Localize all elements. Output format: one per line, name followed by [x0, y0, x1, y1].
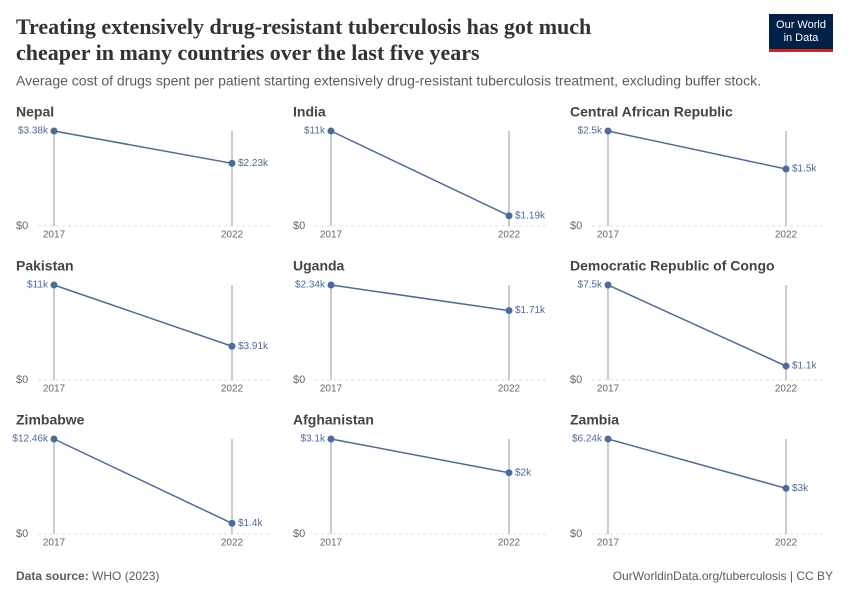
y-tick-label: $0	[293, 528, 305, 540]
point	[782, 362, 790, 370]
point	[505, 212, 513, 220]
value-label: $1.71k	[515, 305, 546, 316]
x-tick-label: 2017	[597, 230, 620, 241]
y-tick-label: $0	[16, 528, 28, 540]
x-tick-label: 2017	[43, 538, 66, 549]
value-label: $1.5k	[792, 164, 817, 175]
line	[53, 284, 233, 347]
value-label: $12.46k	[12, 434, 49, 445]
x-tick-label: 2022	[498, 384, 521, 395]
panel-title: Afghanistan	[293, 412, 374, 428]
panel-title: Nepal	[16, 104, 54, 120]
value-label: $6.24k	[572, 434, 603, 445]
panel-title: Democratic Republic of Congo	[570, 258, 775, 274]
line	[330, 284, 510, 312]
source-label: Data source:	[16, 569, 89, 583]
point	[50, 281, 58, 289]
panel-title: India	[293, 104, 326, 120]
point	[228, 342, 236, 350]
footer-source: Data source: WHO (2023)	[16, 569, 159, 583]
point	[327, 281, 335, 289]
y-tick-label: $0	[570, 528, 582, 540]
x-tick-label: 2017	[320, 538, 343, 549]
point	[50, 127, 58, 135]
line	[330, 438, 510, 474]
point	[50, 435, 58, 443]
panel-title: Zambia	[570, 412, 619, 428]
footer-url[interactable]: OurWorldinData.org/tuberculosis | CC BY	[613, 569, 833, 583]
point	[604, 281, 612, 289]
value-label: $2.23k	[238, 158, 269, 169]
line	[607, 284, 787, 367]
subtitle: Average cost of drugs spent per patient …	[16, 73, 761, 89]
x-tick-label: 2022	[498, 538, 521, 549]
point	[327, 127, 335, 135]
point	[228, 159, 236, 167]
logo	[769, 14, 833, 51]
value-label: $1.1k	[792, 361, 817, 372]
point	[505, 469, 513, 477]
x-tick-label: 2017	[43, 384, 66, 395]
point	[782, 484, 790, 492]
line	[607, 130, 787, 170]
value-label: $3.1k	[301, 434, 326, 445]
y-tick-label: $0	[16, 374, 28, 386]
logo-text: in Data	[784, 32, 820, 44]
value-label: $11k	[304, 126, 326, 137]
line	[53, 130, 233, 165]
y-tick-label: $0	[570, 374, 582, 386]
y-tick-label: $0	[16, 220, 28, 232]
x-tick-label: 2017	[597, 384, 620, 395]
line	[53, 438, 233, 525]
line	[330, 130, 510, 217]
point	[782, 165, 790, 173]
value-label: $1.4k	[238, 518, 263, 529]
panel-title: Central African Republic	[570, 104, 733, 120]
value-label: $3.91k	[238, 341, 269, 352]
x-tick-label: 2017	[597, 538, 620, 549]
value-label: $11k	[27, 280, 49, 291]
value-label: $3.38k	[18, 126, 49, 137]
panel-title: Zimbabwe	[16, 412, 85, 428]
value-label: $1.19k	[515, 210, 546, 221]
point	[604, 127, 612, 135]
point	[505, 307, 513, 315]
point	[228, 519, 236, 527]
panel-title: Pakistan	[16, 258, 74, 274]
value-label: $7.5k	[578, 280, 603, 291]
value-label: $3k	[792, 483, 809, 494]
y-tick-label: $0	[293, 220, 305, 232]
x-tick-label: 2022	[775, 230, 798, 241]
title: Treating extensively drug-resistant tube…	[16, 14, 591, 39]
x-tick-label: 2017	[43, 230, 66, 241]
x-tick-label: 2022	[221, 384, 244, 395]
point	[604, 435, 612, 443]
source: WHO (2023)	[92, 569, 159, 583]
y-tick-label: $0	[570, 220, 582, 232]
logo-text: Our World	[776, 19, 826, 31]
point	[327, 435, 335, 443]
value-label: $2.5k	[578, 126, 603, 137]
x-tick-label: 2022	[775, 384, 798, 395]
x-tick-label: 2022	[221, 538, 244, 549]
x-tick-label: 2022	[221, 230, 244, 241]
x-tick-label: 2017	[320, 384, 343, 395]
line	[607, 438, 787, 490]
value-label: $2.34k	[295, 280, 326, 291]
logo-underline	[769, 49, 833, 52]
title: cheaper in many countries over the last …	[16, 40, 480, 65]
x-tick-label: 2022	[775, 538, 798, 549]
panel-title: Uganda	[293, 258, 345, 274]
value-label: $2k	[515, 467, 532, 478]
y-tick-label: $0	[293, 374, 305, 386]
x-tick-label: 2017	[320, 230, 343, 241]
x-tick-label: 2022	[498, 230, 521, 241]
